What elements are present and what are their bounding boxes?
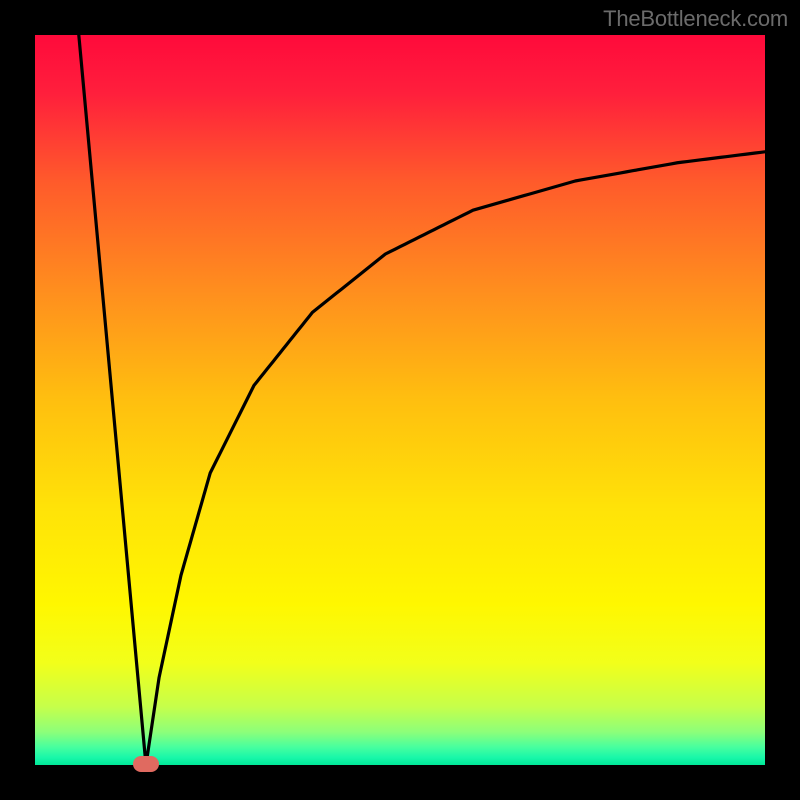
bottleneck-curve bbox=[35, 35, 765, 765]
optimal-point-marker bbox=[133, 756, 159, 772]
plot-area bbox=[35, 35, 765, 765]
watermark-text: TheBottleneck.com bbox=[603, 6, 788, 32]
chart-container: { "watermark": { "text": "TheBottleneck.… bbox=[0, 0, 800, 800]
